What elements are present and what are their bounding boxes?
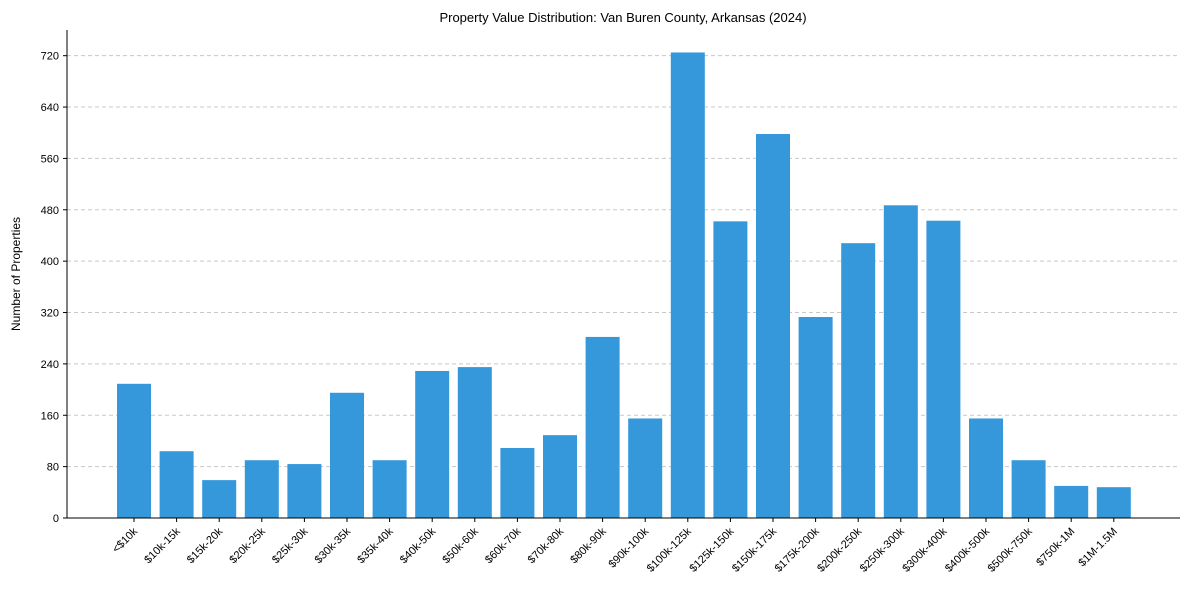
x-tick-label: $20k-25k bbox=[227, 525, 268, 566]
x-tick-label: <$10k bbox=[110, 525, 140, 555]
x-tick-label: $750k-1M bbox=[1034, 526, 1077, 569]
bar bbox=[372, 460, 407, 518]
bar bbox=[117, 383, 151, 518]
x-tick-label: $250k-300k bbox=[858, 525, 907, 574]
bar bbox=[798, 317, 833, 518]
chart-title: Property Value Distribution: Van Buren C… bbox=[439, 10, 806, 25]
bar bbox=[500, 448, 535, 518]
x-tick-label: $125k-150k bbox=[687, 525, 736, 574]
x-ticks: <$10k $10k-15k $15k-20k $20k-25k $25k-30k $30… bbox=[110, 518, 1120, 575]
x-tick-label: $15k-20k bbox=[185, 525, 226, 566]
bar bbox=[969, 418, 1003, 518]
bar bbox=[244, 460, 279, 518]
x-tick-label: $100k-125k bbox=[645, 525, 694, 574]
x-tick-label: $10k-15k bbox=[142, 525, 183, 566]
bar bbox=[926, 220, 961, 518]
x-tick-label: $175k-200k bbox=[773, 525, 822, 574]
x-tick-label: $1M-1.5M bbox=[1076, 526, 1120, 570]
y-axis-label: Number of Properties bbox=[9, 217, 23, 331]
bars bbox=[117, 52, 1131, 519]
bar bbox=[415, 370, 450, 518]
x-tick-label: $150k-175k bbox=[730, 525, 779, 574]
y-tick-label: 400 bbox=[41, 256, 59, 268]
y-tick-label: 0 bbox=[53, 513, 59, 525]
y-tick-label: 320 bbox=[41, 308, 59, 320]
x-tick-label: $30k-35k bbox=[313, 525, 354, 566]
bar bbox=[1096, 487, 1131, 518]
y-tick-label: 80 bbox=[47, 462, 59, 474]
x-tick-label: $50k-60k bbox=[440, 525, 481, 566]
bar bbox=[543, 435, 577, 518]
y-tick-label: 160 bbox=[41, 410, 59, 422]
bar bbox=[159, 451, 194, 518]
y-tick-label: 560 bbox=[41, 153, 59, 165]
bar bbox=[457, 367, 492, 518]
x-tick-label: $80k-90k bbox=[568, 525, 609, 566]
x-tick-label: $500k-750k bbox=[986, 525, 1035, 574]
y-tick-label: 720 bbox=[41, 51, 59, 63]
y-tick-label: 640 bbox=[41, 102, 59, 114]
x-tick-label: $400k-500k bbox=[943, 525, 992, 574]
x-tick-label: $200k-250k bbox=[815, 525, 864, 574]
x-tick-label: $40k-50k bbox=[398, 525, 439, 566]
x-tick-label: $300k-400k bbox=[900, 525, 949, 574]
bar bbox=[330, 392, 364, 518]
x-tick-label: $35k-40k bbox=[355, 525, 396, 566]
y-ticks: 0 80 160 240 320 400 480 560 640 720 bbox=[41, 51, 67, 525]
bar bbox=[287, 464, 322, 518]
bar bbox=[628, 418, 663, 518]
x-tick-label: $70k-80k bbox=[526, 525, 567, 566]
bar bbox=[841, 243, 876, 518]
bar bbox=[202, 480, 237, 518]
x-tick-label: $90k-100k bbox=[607, 525, 652, 570]
gridlines bbox=[67, 55, 1180, 468]
y-tick-label: 480 bbox=[41, 205, 59, 217]
bar bbox=[756, 134, 790, 518]
y-tick-label: 240 bbox=[41, 359, 59, 371]
x-tick-label: $25k-30k bbox=[270, 525, 311, 566]
bar bbox=[713, 221, 748, 519]
bar bbox=[883, 205, 918, 518]
bar bbox=[670, 52, 705, 518]
bar bbox=[1054, 485, 1089, 518]
bar bbox=[1011, 460, 1046, 518]
bar bbox=[585, 336, 620, 518]
x-tick-label: $60k-70k bbox=[483, 525, 524, 566]
